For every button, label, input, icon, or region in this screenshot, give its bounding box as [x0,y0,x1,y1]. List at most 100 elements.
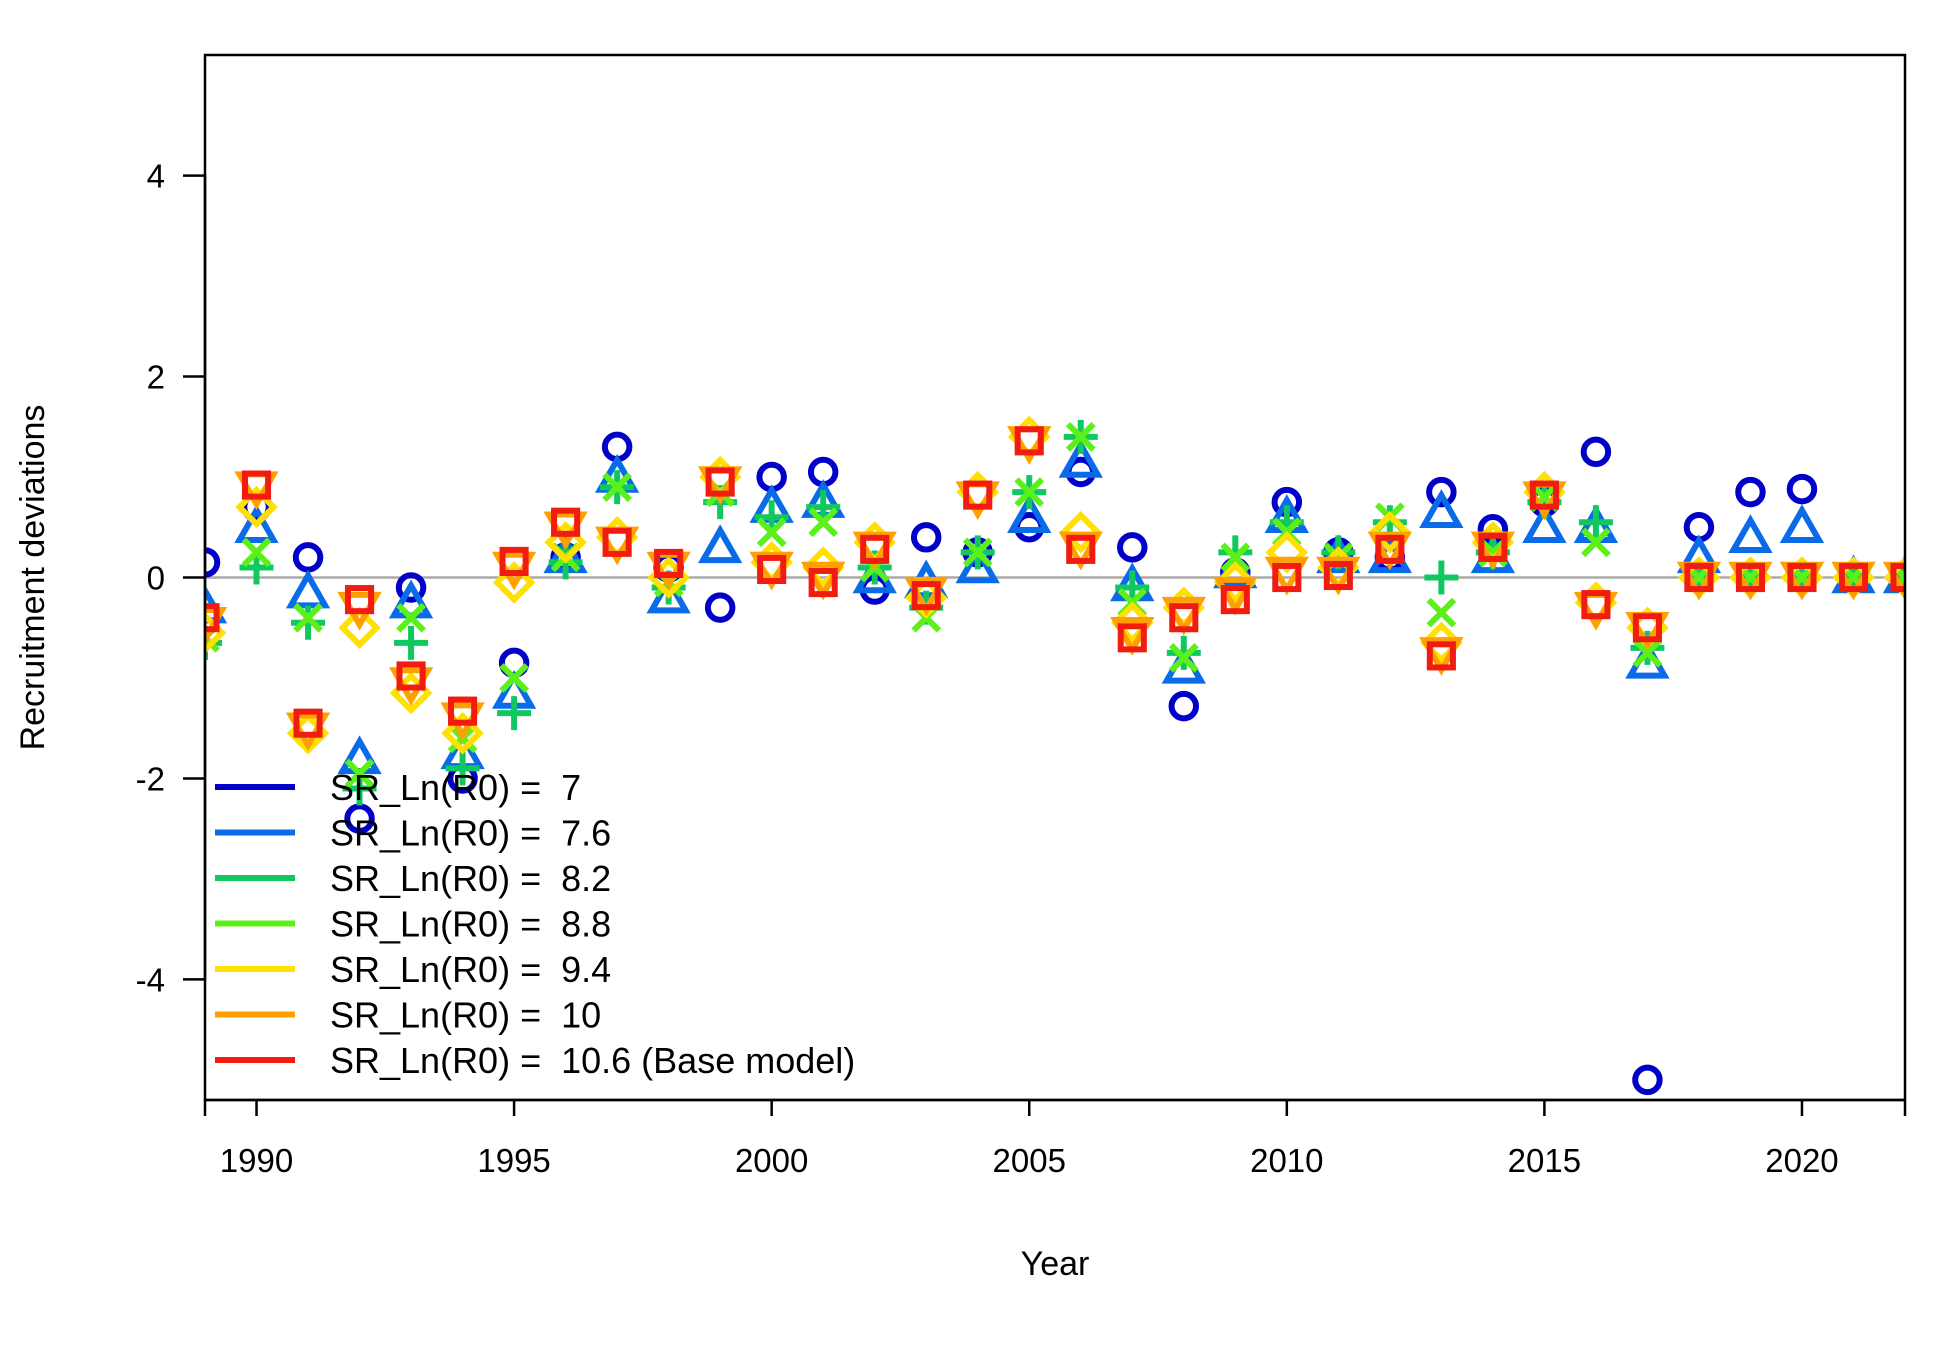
data-point [1059,511,1103,554]
series-7 [205,426,1905,738]
data-point [1367,531,1413,571]
data-point [955,544,1000,584]
data-point [396,661,426,691]
legend-label: SR_Ln(R0) = 8.2 [330,858,611,899]
legend-label: SR_Ln(R0) = 10.6 (Base model) [330,1040,855,1081]
data-point [911,581,941,611]
data-point [396,602,426,633]
data-point [491,551,537,591]
data-point [602,527,632,557]
x-tick-label: 2005 [993,1142,1066,1179]
data-point [1735,476,1766,508]
data-point [241,537,272,568]
data-point [205,606,228,646]
data-point [1838,562,1869,593]
y-tick-label: 2 [147,359,165,396]
data-point [344,758,375,789]
data-point [1220,542,1251,573]
data-point [205,547,221,578]
x-tick-label: 2010 [1250,1142,1323,1179]
data-point [441,712,484,755]
data-point [904,576,949,616]
legend-label: SR_Ln(R0) = 7 [330,767,581,808]
data-point [1058,438,1103,478]
x-tick-label: 2015 [1508,1142,1581,1179]
legend-label: SR_Ln(R0) = 9.4 [330,949,611,990]
data-point [344,585,375,615]
data-point [292,542,324,573]
y-tick-label: -2 [136,760,165,797]
legend: SR_Ln(R0) = 7SR_Ln(R0) = 7.6SR_Ln(R0) = … [215,767,855,1081]
data-point [1779,504,1825,544]
data-point [756,517,787,548]
data-point [801,561,846,601]
data-point [860,534,890,564]
data-point [543,511,588,551]
data-point [963,480,993,510]
legend-label: SR_Ln(R0) = 10 [330,995,601,1036]
legend-label: SR_Ln(R0) = 7.6 [330,813,611,854]
data-point [1117,532,1148,563]
data-point [910,522,942,553]
data-point [852,531,897,571]
data-point [205,625,222,660]
data-point [234,504,279,544]
data-point [1168,690,1200,722]
data-point [1426,476,1457,508]
data-point [1110,617,1155,656]
data-point [1065,421,1096,452]
data-point [1419,489,1464,528]
data-point [1786,473,1818,505]
data-point [1169,603,1199,633]
data-point [1375,534,1405,564]
data-point [293,602,323,633]
data-point [1117,623,1147,653]
data-point [394,625,429,660]
x-tick-label: 2000 [735,1142,808,1179]
data-point [1684,562,1714,593]
data-point [1787,562,1817,593]
data-point [497,696,532,731]
x-tick-label: 1995 [477,1142,550,1179]
data-point [1882,561,1905,601]
data-point [962,537,993,568]
data-point [1632,613,1662,643]
data-point [646,574,691,614]
data-point [499,546,529,576]
data-point [808,567,838,598]
data-point [704,592,736,623]
data-point [499,663,529,693]
y-tick-label: 4 [147,158,165,195]
data-point [1220,585,1250,615]
data-point [749,551,794,591]
data-point [1166,635,1201,670]
data-point [602,472,632,502]
data-point [445,751,480,786]
x-axis: 1990 1995 2000 2005 2010 2015 2020 [203,1098,1907,1179]
data-point [1368,511,1412,554]
data-point [808,507,839,538]
data-point [705,467,735,497]
data-point [1522,504,1567,544]
data-point [1728,514,1773,554]
data-point [1580,436,1612,468]
data-point [1581,527,1611,558]
data-point [285,712,331,752]
data-point [1316,556,1361,596]
data-point [1058,531,1103,571]
data-point [1478,532,1508,562]
data-point [654,548,684,578]
data-point [1424,560,1459,595]
y-tick-label: 0 [147,560,165,597]
data-point [1264,556,1309,596]
data-point [551,507,581,537]
legend-label: SR_Ln(R0) = 8.8 [330,904,611,945]
data-point [235,485,278,529]
data-point [1161,596,1206,636]
data-point [1632,1064,1663,1096]
x-tick-label: 1990 [220,1142,293,1179]
data-point [757,554,787,585]
data-point [1529,480,1559,510]
data-point [448,696,478,726]
